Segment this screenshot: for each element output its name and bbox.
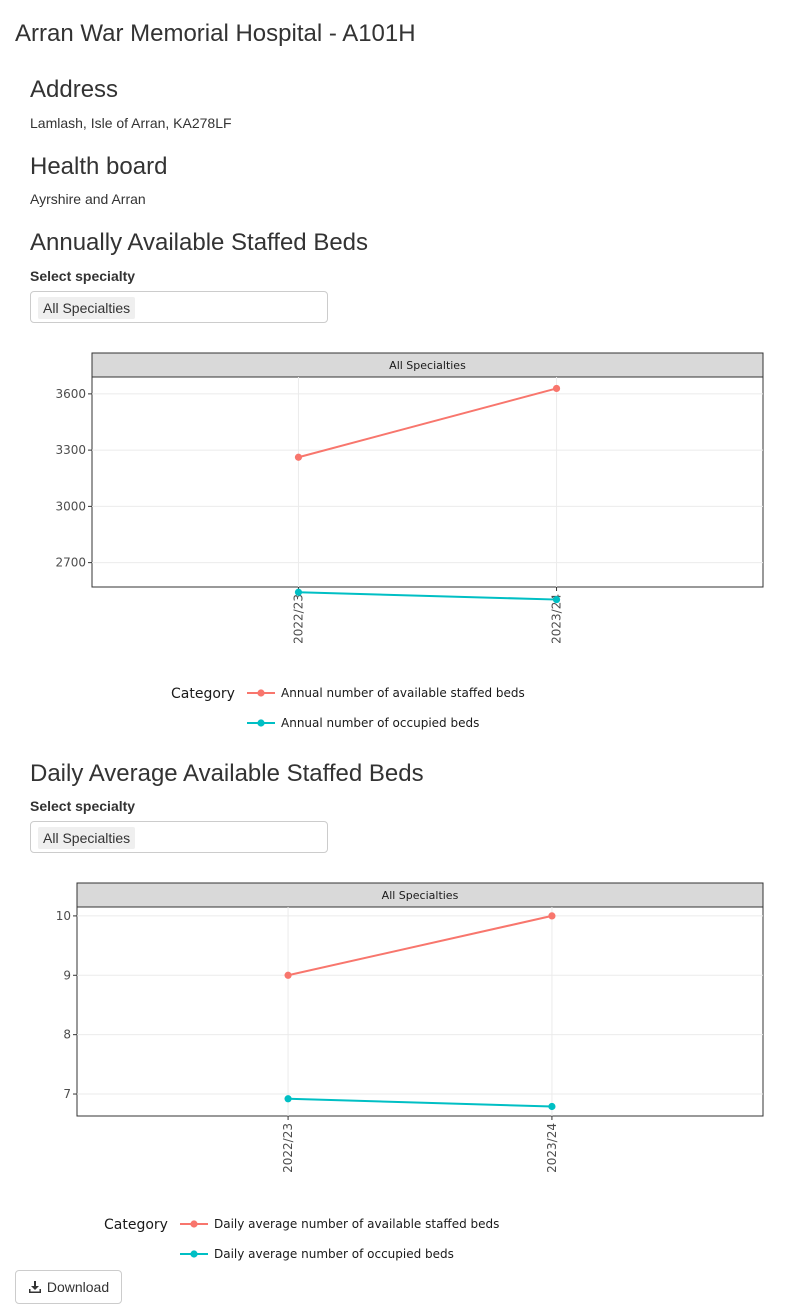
legend-entry-1: Annual number of occupied beds xyxy=(281,716,479,730)
y-tick-label: 9 xyxy=(63,968,71,982)
data-point-1-0 xyxy=(294,588,303,596)
legend-key-point-0 xyxy=(190,1220,198,1228)
daily-beds-chart: All Specialties 7 8 9 10 2022/23 2023/24 Catego… xyxy=(56,882,764,1261)
y-tick-label: 8 xyxy=(63,1028,71,1042)
download-label: Download xyxy=(46,1279,110,1295)
daily-selected-specialty[interactable]: All Specialties xyxy=(38,827,136,849)
x-tick-label: 2022/23 xyxy=(291,594,305,644)
daily-section-heading: Daily Average Available Staffed Beds xyxy=(30,760,424,787)
y-tick-label: 10 xyxy=(56,909,71,923)
data-point-0-1 xyxy=(552,384,561,393)
data-point-0-0 xyxy=(294,453,303,461)
legend-key-point-0 xyxy=(257,689,265,697)
health-board-heading: Health board xyxy=(30,153,168,180)
data-point-1-0 xyxy=(284,1095,292,1103)
annual-selected-specialty[interactable]: All Specialties xyxy=(38,297,136,319)
x-tick-label: 2022/23 xyxy=(281,1123,295,1173)
legend-title: Category xyxy=(104,1217,168,1233)
legend-entry-1: Daily average number of occupied beds xyxy=(214,1247,454,1261)
x-tick-label: 2023/24 xyxy=(550,594,564,644)
page-title: Arran War Memorial Hospital - A101H xyxy=(15,20,416,47)
x-tick-label: 2023/24 xyxy=(545,1123,559,1173)
y-tick-label: 3600 xyxy=(55,387,86,401)
data-point-1-1 xyxy=(552,595,561,604)
data-point-0-1 xyxy=(548,912,556,920)
y-tick-label: 2700 xyxy=(55,556,86,570)
legend-key-point-1 xyxy=(190,1250,198,1258)
facet-strip xyxy=(76,882,764,908)
daily-select-label: Select specialty xyxy=(30,798,136,814)
series-line-0 xyxy=(298,387,557,459)
address-heading: Address xyxy=(30,76,119,103)
annual-select-label: Select specialty xyxy=(30,268,136,284)
annual-section-heading: Annually Available Staffed Beds xyxy=(30,229,369,256)
legend-entry-0: Daily average number of available staffe… xyxy=(214,1217,499,1231)
annual-beds-chart: All Specialties 2700 3000 3300 3600 2022/23 20… xyxy=(55,352,764,730)
annual-specialty-select[interactable]: All Specialties xyxy=(30,291,328,323)
legend-title: Category xyxy=(171,686,235,702)
download-button[interactable]: Download xyxy=(15,1270,122,1304)
series-line-1 xyxy=(288,1097,552,1108)
data-point-0-0 xyxy=(284,971,292,979)
y-tick-label: 3300 xyxy=(55,443,86,457)
legend-key-point-1 xyxy=(257,719,265,727)
data-point-1-1 xyxy=(548,1102,556,1111)
daily-specialty-select[interactable]: All Specialties xyxy=(30,821,328,853)
series-line-0 xyxy=(287,914,553,977)
plot-panel xyxy=(76,906,764,1117)
facet-label: All Specialties xyxy=(389,359,466,372)
download-icon xyxy=(28,1281,41,1293)
series-line-1 xyxy=(298,591,557,601)
address-text: Lamlash, Isle of Arran, KA278LF xyxy=(30,115,232,131)
y-tick-label: 3000 xyxy=(55,499,86,513)
legend-entry-0: Annual number of available staffed beds xyxy=(281,686,525,700)
y-tick-label: 7 xyxy=(63,1087,71,1101)
facet-strip xyxy=(91,352,764,378)
facet-label: All Specialties xyxy=(382,889,459,902)
plot-panel xyxy=(91,376,764,588)
health-board-text: Ayrshire and Arran xyxy=(30,191,146,207)
